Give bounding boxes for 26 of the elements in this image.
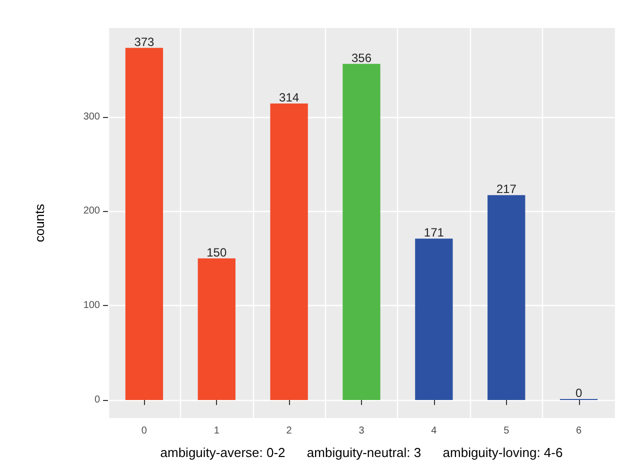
bar [488,195,526,400]
data-label: 314 [279,90,300,105]
y-tick-label: 300 [83,111,100,122]
data-label: 0 [575,386,582,400]
data-label: 356 [351,50,372,65]
bar [342,64,380,400]
data-label: 171 [424,226,444,240]
x-tick-label: 1 [214,426,220,436]
y-tick-label: 0 [94,394,100,406]
data-label: 373 [134,34,155,49]
x-axis-title: ambiguity-averse: 0-2 ambiguity-neutral: 3 ambiguity-loving: 4-6 [160,445,563,460]
y-tick-label: 200 [83,206,100,217]
x-tick-label: 3 [358,426,365,436]
y-axis-title: counts [32,203,47,242]
x-tick-label: 5 [504,426,510,436]
x-tick-label: 0 [141,426,148,436]
y-tick-label: 100 [83,300,100,312]
bar [270,104,308,400]
data-label: 217 [496,182,517,196]
x-tick-label: 4 [431,426,438,436]
bar [198,258,236,400]
bar [415,238,453,400]
x-tick-label: 6 [576,426,582,436]
x-tick-label: 2 [286,426,292,436]
bar [125,48,164,400]
data-label: 150 [206,245,227,260]
